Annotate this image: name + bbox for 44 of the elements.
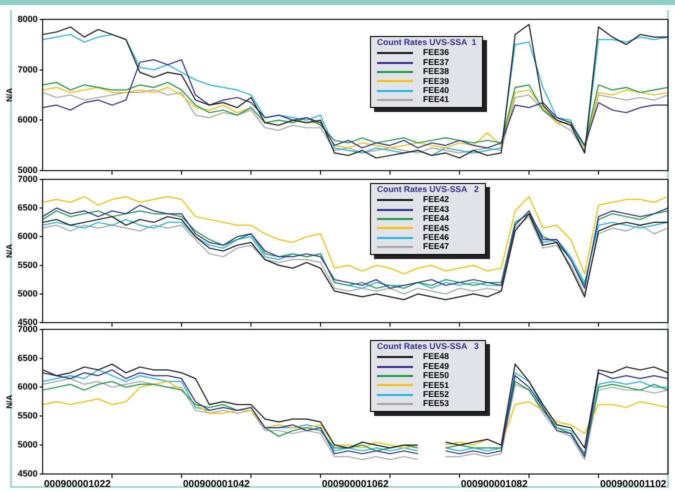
- y-tick-label: 6500: [18, 202, 38, 213]
- y-axis-title: N/A: [5, 394, 14, 409]
- legend-label: FEE50: [423, 370, 449, 381]
- x-tick-label: 000900001042: [182, 478, 250, 490]
- y-axis-title: N/A: [5, 88, 14, 102]
- y-tick-label: 6000: [18, 231, 38, 242]
- y-tick-label: 6000: [18, 382, 38, 392]
- legend-label: FEE42: [423, 194, 449, 205]
- y-tick-label: 4500: [18, 468, 38, 478]
- legend-label: FEE39: [423, 76, 449, 86]
- y-tick-label: 7000: [18, 324, 38, 334]
- legend-label: FEE38: [423, 66, 449, 77]
- y-tick-label: 7000: [18, 64, 38, 74]
- x-tick-label: 000900001022: [44, 478, 112, 490]
- legend-label: FEE45: [423, 222, 449, 234]
- legend-label: FEE36: [423, 47, 449, 58]
- y-tick-label: 5500: [18, 260, 38, 270]
- legend-label: FEE41: [423, 94, 449, 105]
- legend-title: Count Rates UVS-SSA 1: [377, 37, 476, 48]
- legend-label: FEE51: [423, 380, 449, 390]
- y-tick-label: 7000: [18, 174, 38, 184]
- legend-title: Count Rates UVS-SSA 3: [377, 341, 479, 352]
- y-tick-label: 5000: [18, 288, 38, 298]
- legend-label: FEE49: [423, 360, 449, 372]
- y-tick-label: 6500: [18, 352, 38, 363]
- x-tick-label: 000900001102: [600, 478, 667, 490]
- legend-label: FEE53: [423, 398, 449, 409]
- y-tick-label: 6000: [18, 114, 38, 125]
- x-tick-label: 000900001062: [322, 478, 390, 490]
- legend-label: FEE48: [423, 351, 449, 362]
- legend-title: Count Rates UVS-SSA 2: [377, 184, 479, 194]
- y-tick-label: 5000: [18, 440, 38, 450]
- y-tick-label: 5000: [18, 165, 38, 176]
- y-tick-label: 5500: [18, 410, 38, 421]
- legend-label: FEE47: [423, 241, 449, 252]
- legend-label: FEE52: [423, 389, 449, 400]
- legend-label: FEE43: [423, 204, 449, 214]
- legend-label: FEE44: [423, 213, 449, 224]
- legend-label: FEE46: [423, 232, 449, 242]
- x-tick-label: 000900001082: [460, 478, 528, 490]
- legend-label: FEE40: [423, 85, 449, 96]
- legend-label: FEE37: [423, 56, 449, 68]
- y-tick-label: 8000: [18, 14, 38, 24]
- y-axis-title: N/A: [5, 244, 14, 258]
